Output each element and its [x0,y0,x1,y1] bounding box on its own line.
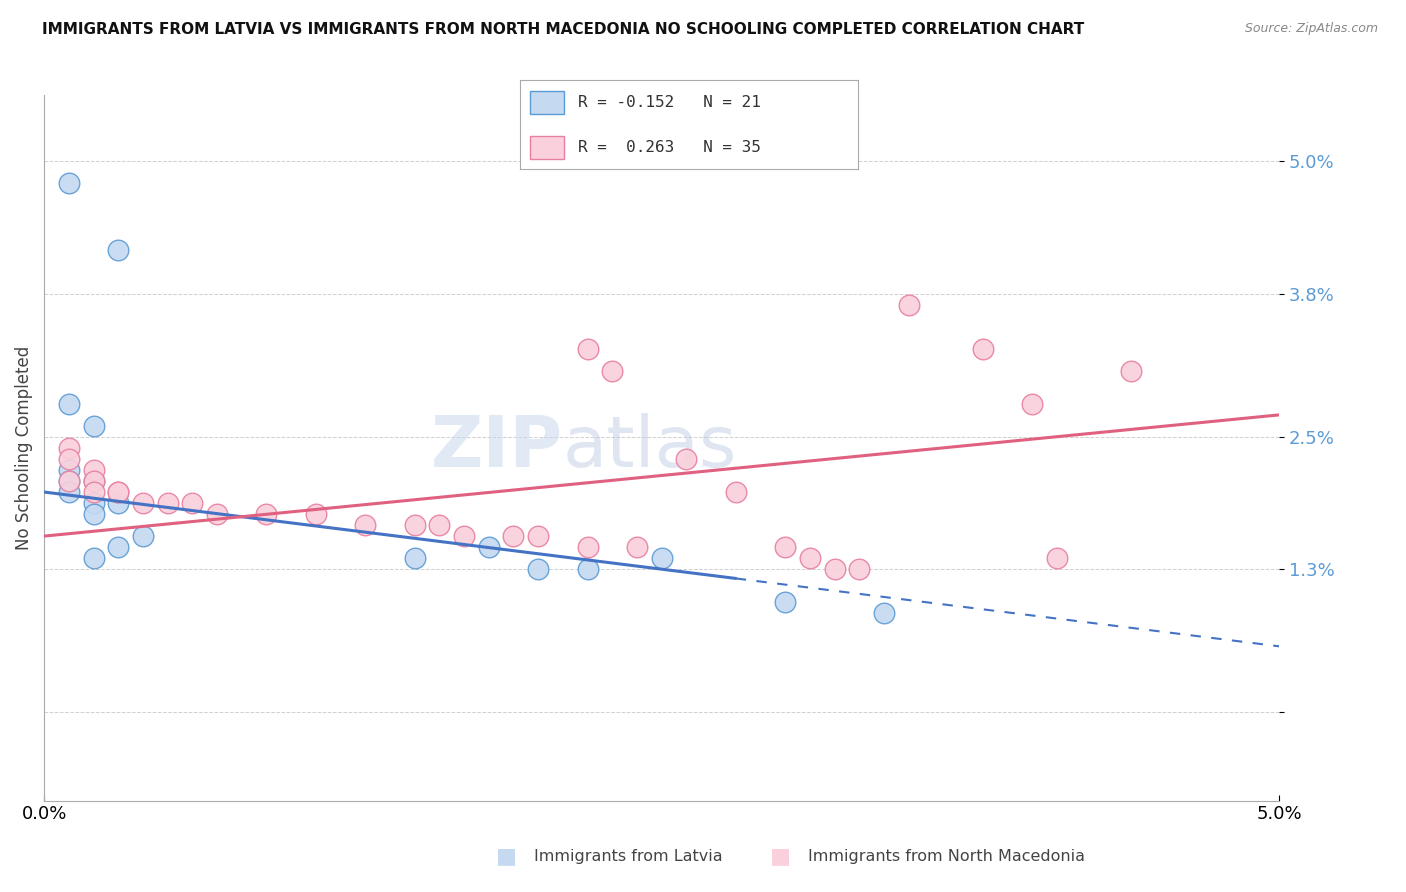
Point [576,342,599,356]
Point [156,496,179,510]
Y-axis label: No Schooling Completed: No Schooling Completed [15,346,32,550]
Point [527,529,550,543]
Point [58,474,80,488]
Point [651,551,673,566]
Point [453,529,475,543]
Point [972,342,994,356]
Point [404,551,426,566]
Point [254,507,277,521]
Text: Immigrants from Latvia: Immigrants from Latvia [534,849,723,863]
Point [502,529,524,543]
Bar [530,136,564,159]
Point [58,177,80,191]
Point [1021,397,1043,411]
Point [305,507,328,521]
Text: IMMIGRANTS FROM LATVIA VS IMMIGRANTS FROM NORTH MACEDONIA NO SCHOOLING COMPLETED: IMMIGRANTS FROM LATVIA VS IMMIGRANTS FRO… [42,22,1084,37]
Point [600,364,623,378]
Point [107,485,129,500]
Point [83,463,105,477]
Point [404,518,426,533]
Point [107,496,129,510]
Point [576,562,599,576]
Text: Immigrants from North Macedonia: Immigrants from North Macedonia [808,849,1085,863]
Point [58,441,80,455]
Point [897,298,920,312]
Point [132,529,155,543]
Point [132,496,155,510]
Text: ■: ■ [770,847,790,866]
Point [83,474,105,488]
Point [576,540,599,554]
Point [58,397,80,411]
Text: R =  0.263   N = 35: R = 0.263 N = 35 [578,140,761,154]
Point [626,540,648,554]
Point [83,485,105,500]
Point [527,562,550,576]
Point [107,485,129,500]
Point [83,551,105,566]
Point [83,496,105,510]
Point [427,518,450,533]
Point [773,540,796,554]
Point [58,474,80,488]
Point [83,474,105,488]
Point [478,540,501,554]
Point [83,418,105,433]
Point [724,485,747,500]
Point [848,562,870,576]
Text: Source: ZipAtlas.com: Source: ZipAtlas.com [1244,22,1378,36]
Point [107,540,129,554]
Bar [530,91,564,114]
Point [773,595,796,609]
Point [1046,551,1069,566]
Point [58,485,80,500]
Text: ■: ■ [496,847,516,866]
Point [107,243,129,257]
Text: R = -0.152   N = 21: R = -0.152 N = 21 [578,95,761,110]
Point [354,518,377,533]
Point [205,507,228,521]
Point [675,452,697,467]
Point [824,562,846,576]
Text: ZIP: ZIP [430,414,562,483]
Point [58,463,80,477]
Point [83,507,105,521]
Point [873,607,896,621]
Text: atlas: atlas [562,414,737,483]
Point [181,496,204,510]
Point [799,551,821,566]
Point [1119,364,1142,378]
Point [58,452,80,467]
